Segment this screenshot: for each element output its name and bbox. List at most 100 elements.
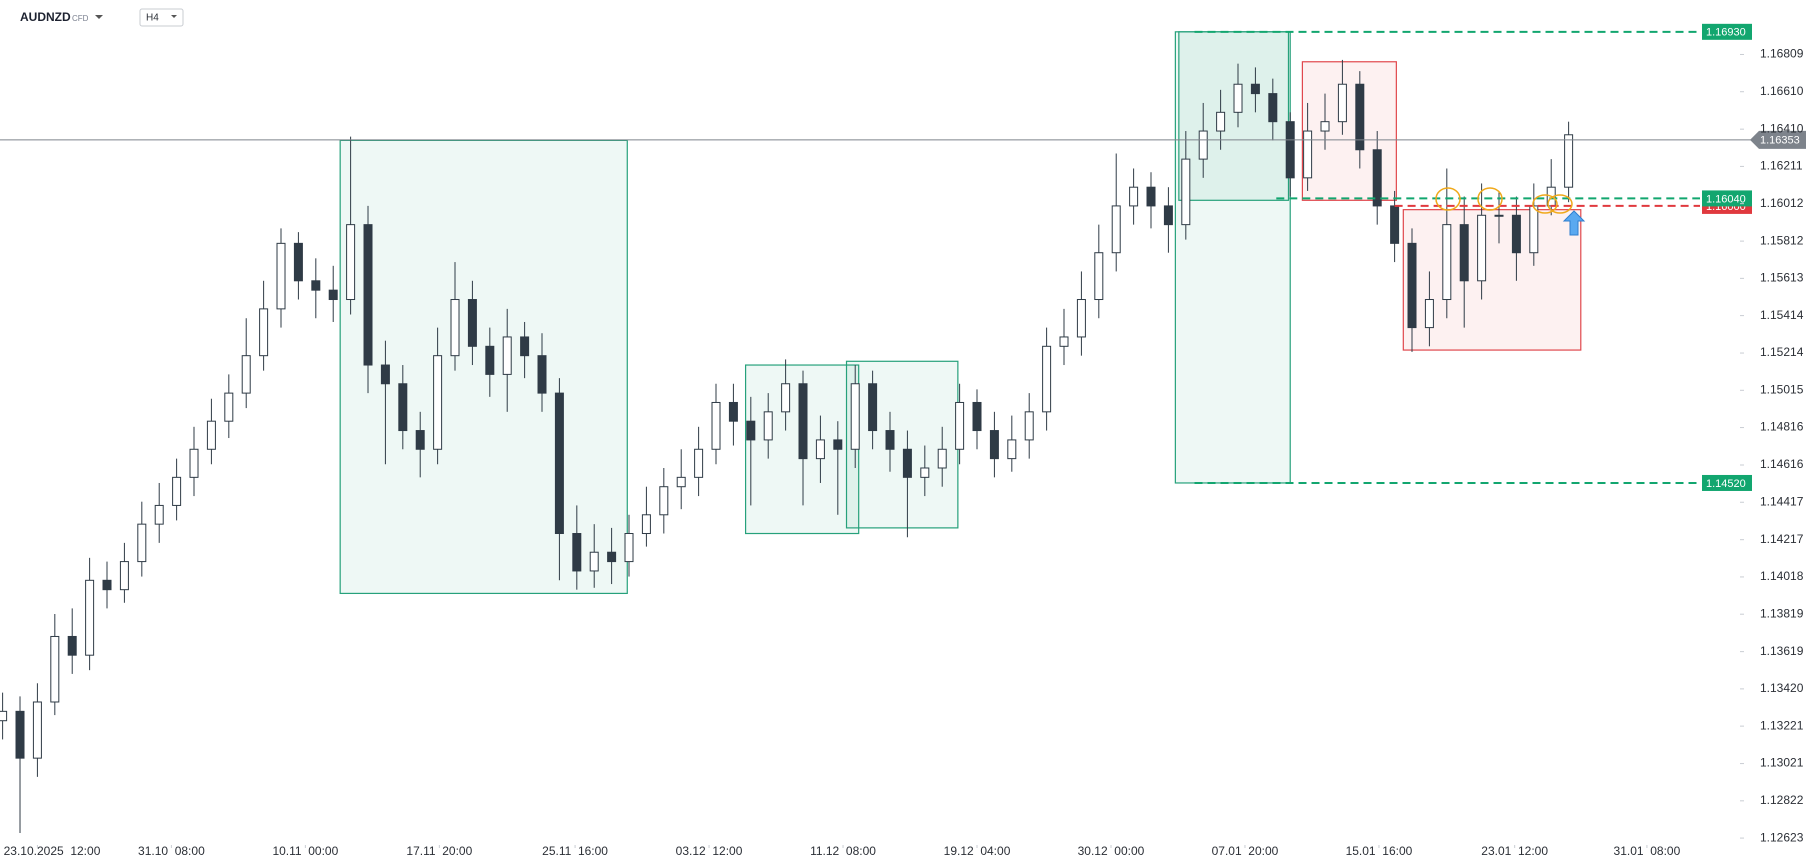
x-tick-label: 31.10 08:00: [138, 844, 205, 858]
candle-body: [1337, 83, 1347, 123]
candle-body: [415, 430, 425, 450]
candle-body: [763, 411, 773, 441]
candle-body: [0, 710, 8, 722]
candle-body: [189, 448, 199, 478]
candle-body: [276, 242, 286, 310]
candle-body: [1076, 299, 1086, 338]
candle-body: [1059, 336, 1069, 347]
candle-body: [450, 299, 460, 357]
circle: [1532, 194, 1558, 214]
y-tick-label: 1.13420: [1760, 681, 1804, 695]
x-tick-label: 23.10.2025 12:00: [4, 844, 101, 858]
candle-body: [15, 710, 25, 759]
candle-body: [1181, 158, 1191, 226]
candle-body: [624, 533, 634, 563]
candle-body: [398, 383, 408, 432]
zone: [1402, 209, 1582, 351]
x-tick-label: 31.01 08:00: [1614, 844, 1681, 858]
candle-body: [50, 635, 60, 703]
candle-body: [746, 420, 756, 441]
level-label: 1.16040: [1706, 193, 1746, 205]
candle-body: [259, 308, 269, 357]
y-tick-label: 1.16012: [1760, 196, 1804, 210]
x-tick-label: 23.01 12:00: [1481, 844, 1548, 858]
x-tick-label: 30.12 00:00: [1078, 844, 1145, 858]
highlight-circles: [1435, 187, 1573, 214]
candle-body: [241, 355, 251, 394]
candle-body: [520, 336, 530, 357]
candle-body: [798, 383, 808, 460]
y-tick-label: 1.16211: [1760, 159, 1803, 173]
candle-body: [467, 299, 477, 347]
candle-body: [537, 355, 547, 394]
y-tick-label: 1.13619: [1760, 644, 1804, 658]
level-tag: [1702, 23, 1752, 40]
candle-body: [32, 701, 42, 759]
y-tick-label: 1.13021: [1760, 756, 1804, 770]
candle-body: [572, 533, 582, 572]
candle-body: [1198, 130, 1208, 160]
candle-body: [659, 486, 669, 516]
x-tick-label: 07.01 20:00: [1212, 844, 1279, 858]
candle-body: [815, 439, 825, 460]
symbol[interactable]: AUDNZD: [20, 10, 71, 24]
timeframe-dropdown[interactable]: [171, 15, 177, 18]
arrow-up: [1562, 210, 1586, 236]
candle-body: [433, 355, 443, 450]
candle-body: [711, 401, 721, 450]
candle-body: [1459, 224, 1469, 282]
x-tick-label: 10.11 00:00: [272, 844, 338, 858]
candle-body: [1355, 83, 1365, 151]
candle-body: [1146, 186, 1156, 207]
candle-body: [1268, 93, 1278, 123]
y-tick-label: 1.16610: [1760, 84, 1804, 98]
x-tick-label: 15.01 16:00: [1346, 844, 1413, 858]
candle-body: [1407, 242, 1417, 329]
candle-body: [676, 476, 686, 488]
y-tick-label: 1.15613: [1760, 271, 1804, 285]
axes: 1.12623 1.12822 1.13021 1.13221 1.13420 1.136…: [4, 47, 1804, 859]
candle-body: [1042, 345, 1052, 413]
candle-body: [607, 551, 617, 563]
candle-body: [1233, 83, 1243, 113]
zone: [845, 360, 959, 529]
market: CFD: [72, 14, 89, 23]
level-label: 1.16930: [1706, 27, 1746, 39]
x-tick-label: 19.12 04:00: [944, 844, 1011, 858]
candle-body: [293, 242, 303, 282]
zones: [339, 31, 1582, 595]
x-tick-label: 03.12 12:00: [676, 844, 743, 858]
candle-body: [1442, 224, 1452, 301]
candle-body: [554, 392, 564, 535]
candle-body: [728, 401, 738, 422]
candle-body: [502, 336, 512, 375]
candle-body: [346, 224, 356, 301]
candle-body: [641, 514, 651, 535]
y-tick-label: 1.13221: [1760, 718, 1804, 732]
circle: [1435, 187, 1461, 211]
last-price-tag: [1750, 130, 1806, 149]
candle-body: [955, 401, 965, 450]
candle-body: [1163, 205, 1173, 226]
candle-body: [85, 579, 95, 656]
timeframe-box[interactable]: [139, 8, 184, 27]
candle-body: [1111, 205, 1121, 254]
y-tick-label: 1.15214: [1760, 345, 1804, 359]
candle-body: [328, 289, 338, 301]
timeframe[interactable]: H4: [146, 13, 159, 24]
y-tick-label: 1.14417: [1760, 494, 1804, 508]
y-tick-label: 1.15015: [1760, 382, 1804, 396]
candles: [0, 59, 1574, 834]
y-tick-label: 1.12623: [1760, 830, 1804, 844]
candle-body: [694, 448, 704, 478]
x-tick-label: 17.11 20:00: [406, 844, 472, 858]
candle-body: [1390, 205, 1400, 244]
circle: [1477, 187, 1503, 211]
y-tick-label: 1.16809: [1760, 47, 1804, 61]
candle-body: [1094, 252, 1104, 301]
y-tick-label: 1.16410: [1760, 121, 1804, 135]
candle-body: [1303, 130, 1313, 179]
symbol-dropdown[interactable]: [95, 15, 103, 19]
